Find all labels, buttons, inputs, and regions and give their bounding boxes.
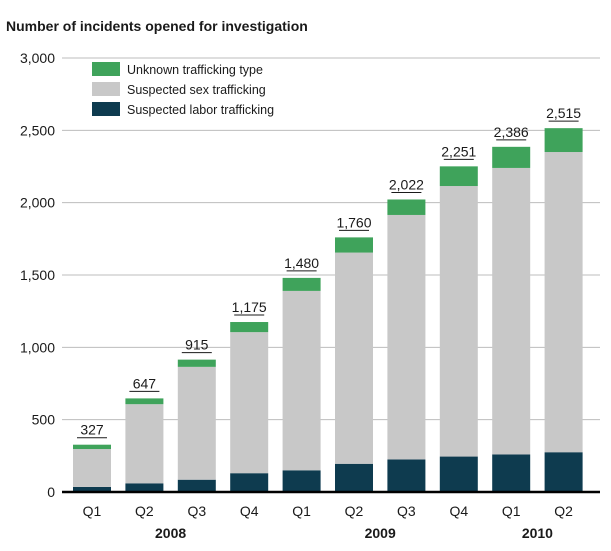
bar-segment-suspected-labor-trafficking bbox=[335, 463, 373, 492]
x-tick-label: Q2 bbox=[554, 503, 573, 519]
legend-label: Suspected labor trafficking bbox=[127, 103, 274, 117]
x-tick-label: Q1 bbox=[502, 503, 521, 519]
total-label: 2,386 bbox=[494, 124, 529, 140]
x-tick-label: Q1 bbox=[83, 503, 102, 519]
bar-segment-unknown-trafficking-type bbox=[230, 322, 269, 333]
bar-segment-unknown-trafficking-type bbox=[439, 166, 478, 187]
bar-segment-suspected-labor-trafficking bbox=[439, 456, 478, 492]
x-tick-label: Q1 bbox=[292, 503, 311, 519]
x-tick-label: Q3 bbox=[397, 503, 416, 519]
bar-segment-unknown-trafficking-type bbox=[282, 277, 321, 291]
year-group-label: 2008 bbox=[155, 525, 186, 541]
bar-segment-suspected-sex-trafficking bbox=[335, 252, 373, 464]
total-label: 2,515 bbox=[546, 105, 581, 121]
bar-segment-unknown-trafficking-type bbox=[125, 398, 164, 405]
total-label: 2,251 bbox=[441, 143, 476, 159]
y-tick-label: 2,000 bbox=[20, 195, 55, 211]
bar-segment-suspected-sex-trafficking bbox=[492, 167, 531, 455]
bar-segment-suspected-sex-trafficking bbox=[439, 186, 478, 457]
y-tick-label: 3,000 bbox=[20, 50, 55, 66]
total-labels: 327 647 915 1,175 1,480 1,760 2,022 2,251 2,386 2… bbox=[77, 105, 581, 439]
bar-segment-suspected-sex-trafficking bbox=[282, 290, 321, 471]
bar-segment-unknown-trafficking-type bbox=[73, 444, 111, 450]
total-label: 647 bbox=[133, 375, 157, 391]
x-tick-label: Q4 bbox=[240, 503, 259, 519]
total-label: 2,022 bbox=[389, 176, 424, 192]
bar-stack bbox=[73, 444, 111, 492]
bar-segment-unknown-trafficking-type bbox=[335, 237, 373, 253]
legend: Unknown trafficking type Suspected sex tr… bbox=[92, 62, 274, 117]
total-label: 1,175 bbox=[232, 299, 267, 315]
bar-stack bbox=[387, 199, 426, 492]
y-tick-label: 0 bbox=[47, 484, 55, 500]
legend-swatch bbox=[92, 102, 120, 116]
bar-segment-suspected-labor-trafficking bbox=[73, 486, 111, 492]
year-group-label: 2010 bbox=[522, 525, 553, 541]
bar-segment-suspected-sex-trafficking bbox=[73, 449, 111, 487]
chart-subtitle: Number of incidents opened for investiga… bbox=[6, 18, 308, 34]
legend-swatch bbox=[92, 82, 120, 96]
stacked-bars bbox=[73, 128, 583, 492]
x-tick-label: Q2 bbox=[135, 503, 154, 519]
bar-segment-suspected-labor-trafficking bbox=[492, 454, 531, 492]
bar-stack bbox=[335, 237, 373, 492]
y-tick-label: 1,500 bbox=[20, 267, 55, 283]
y-tick-label: 1,000 bbox=[20, 339, 55, 355]
bar-segment-suspected-sex-trafficking bbox=[177, 366, 216, 480]
x-tick-label: Q3 bbox=[187, 503, 206, 519]
bar-segment-unknown-trafficking-type bbox=[492, 146, 531, 168]
legend-swatch bbox=[92, 62, 120, 76]
bar-segment-suspected-sex-trafficking bbox=[387, 214, 426, 460]
bar-stack bbox=[177, 359, 216, 492]
total-label: 1,760 bbox=[336, 214, 371, 230]
bar-segment-suspected-labor-trafficking bbox=[544, 452, 583, 492]
bar-stack bbox=[439, 166, 478, 492]
bar-segment-suspected-labor-trafficking bbox=[282, 470, 321, 492]
bar-segment-suspected-labor-trafficking bbox=[230, 473, 269, 492]
y-axis-tick-labels: 0 500 1,000 1,500 2,000 2,500 3,000 bbox=[20, 50, 55, 500]
total-label: 327 bbox=[80, 422, 104, 438]
year-group-label: 2009 bbox=[365, 525, 396, 541]
legend-label: Suspected sex trafficking bbox=[127, 83, 266, 97]
bar-segment-suspected-labor-trafficking bbox=[177, 479, 216, 492]
bar-segment-suspected-labor-trafficking bbox=[387, 459, 426, 492]
total-label: 1,480 bbox=[284, 255, 319, 271]
bar-stack bbox=[230, 322, 269, 492]
bar-segment-unknown-trafficking-type bbox=[177, 359, 216, 367]
bar-segment-unknown-trafficking-type bbox=[544, 128, 583, 153]
bar-stack bbox=[282, 277, 321, 492]
x-axis-tick-labels: Q1 Q2 Q3 Q4 Q1 Q2 Q3 Q4 Q1 Q2 bbox=[83, 503, 573, 519]
legend-label: Unknown trafficking type bbox=[127, 63, 263, 77]
bar-segment-suspected-sex-trafficking bbox=[544, 152, 583, 453]
y-tick-label: 2,500 bbox=[20, 122, 55, 138]
bar-segment-suspected-sex-trafficking bbox=[230, 332, 269, 474]
y-tick-label: 500 bbox=[32, 412, 56, 428]
bar-stack bbox=[544, 128, 583, 492]
bar-segment-suspected-sex-trafficking bbox=[125, 404, 164, 484]
x-tick-label: Q2 bbox=[345, 503, 364, 519]
bar-stack bbox=[492, 146, 531, 492]
total-label: 915 bbox=[185, 337, 209, 353]
x-tick-label: Q4 bbox=[449, 503, 468, 519]
bar-segment-unknown-trafficking-type bbox=[387, 199, 426, 215]
bar-stack bbox=[125, 398, 164, 492]
year-group-labels: 2008 2009 2010 bbox=[155, 525, 553, 541]
bar-segment-suspected-labor-trafficking bbox=[125, 483, 164, 492]
